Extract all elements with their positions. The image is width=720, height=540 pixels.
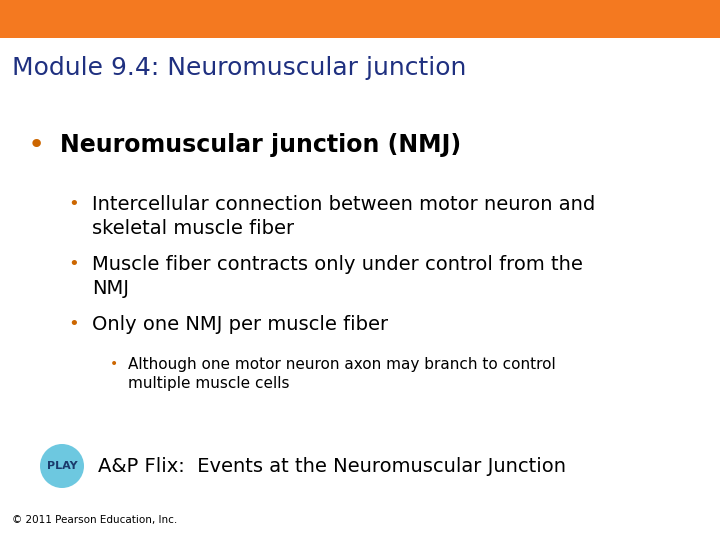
Text: Although one motor neuron axon may branch to control
multiple muscle cells: Although one motor neuron axon may branc… (128, 357, 556, 391)
Text: •: • (68, 255, 78, 273)
Text: Only one NMJ per muscle fiber: Only one NMJ per muscle fiber (92, 315, 388, 334)
Text: Intercellular connection between motor neuron and
skeletal muscle fiber: Intercellular connection between motor n… (92, 195, 595, 238)
Text: © 2011 Pearson Education, Inc.: © 2011 Pearson Education, Inc. (12, 515, 177, 525)
Text: Muscle fiber contracts only under control from the
NMJ: Muscle fiber contracts only under contro… (92, 255, 583, 298)
FancyBboxPatch shape (0, 0, 720, 38)
Circle shape (40, 444, 84, 488)
Text: •: • (110, 357, 118, 371)
Text: •: • (68, 195, 78, 213)
Text: Module 9.4: Neuromuscular junction: Module 9.4: Neuromuscular junction (12, 56, 467, 80)
Text: PLAY: PLAY (47, 461, 77, 471)
Text: •: • (68, 315, 78, 333)
Text: Neuromuscular junction (NMJ): Neuromuscular junction (NMJ) (60, 133, 461, 157)
Text: •: • (28, 131, 45, 159)
Text: A&P Flix:  Events at the Neuromuscular Junction: A&P Flix: Events at the Neuromuscular Ju… (98, 456, 566, 476)
